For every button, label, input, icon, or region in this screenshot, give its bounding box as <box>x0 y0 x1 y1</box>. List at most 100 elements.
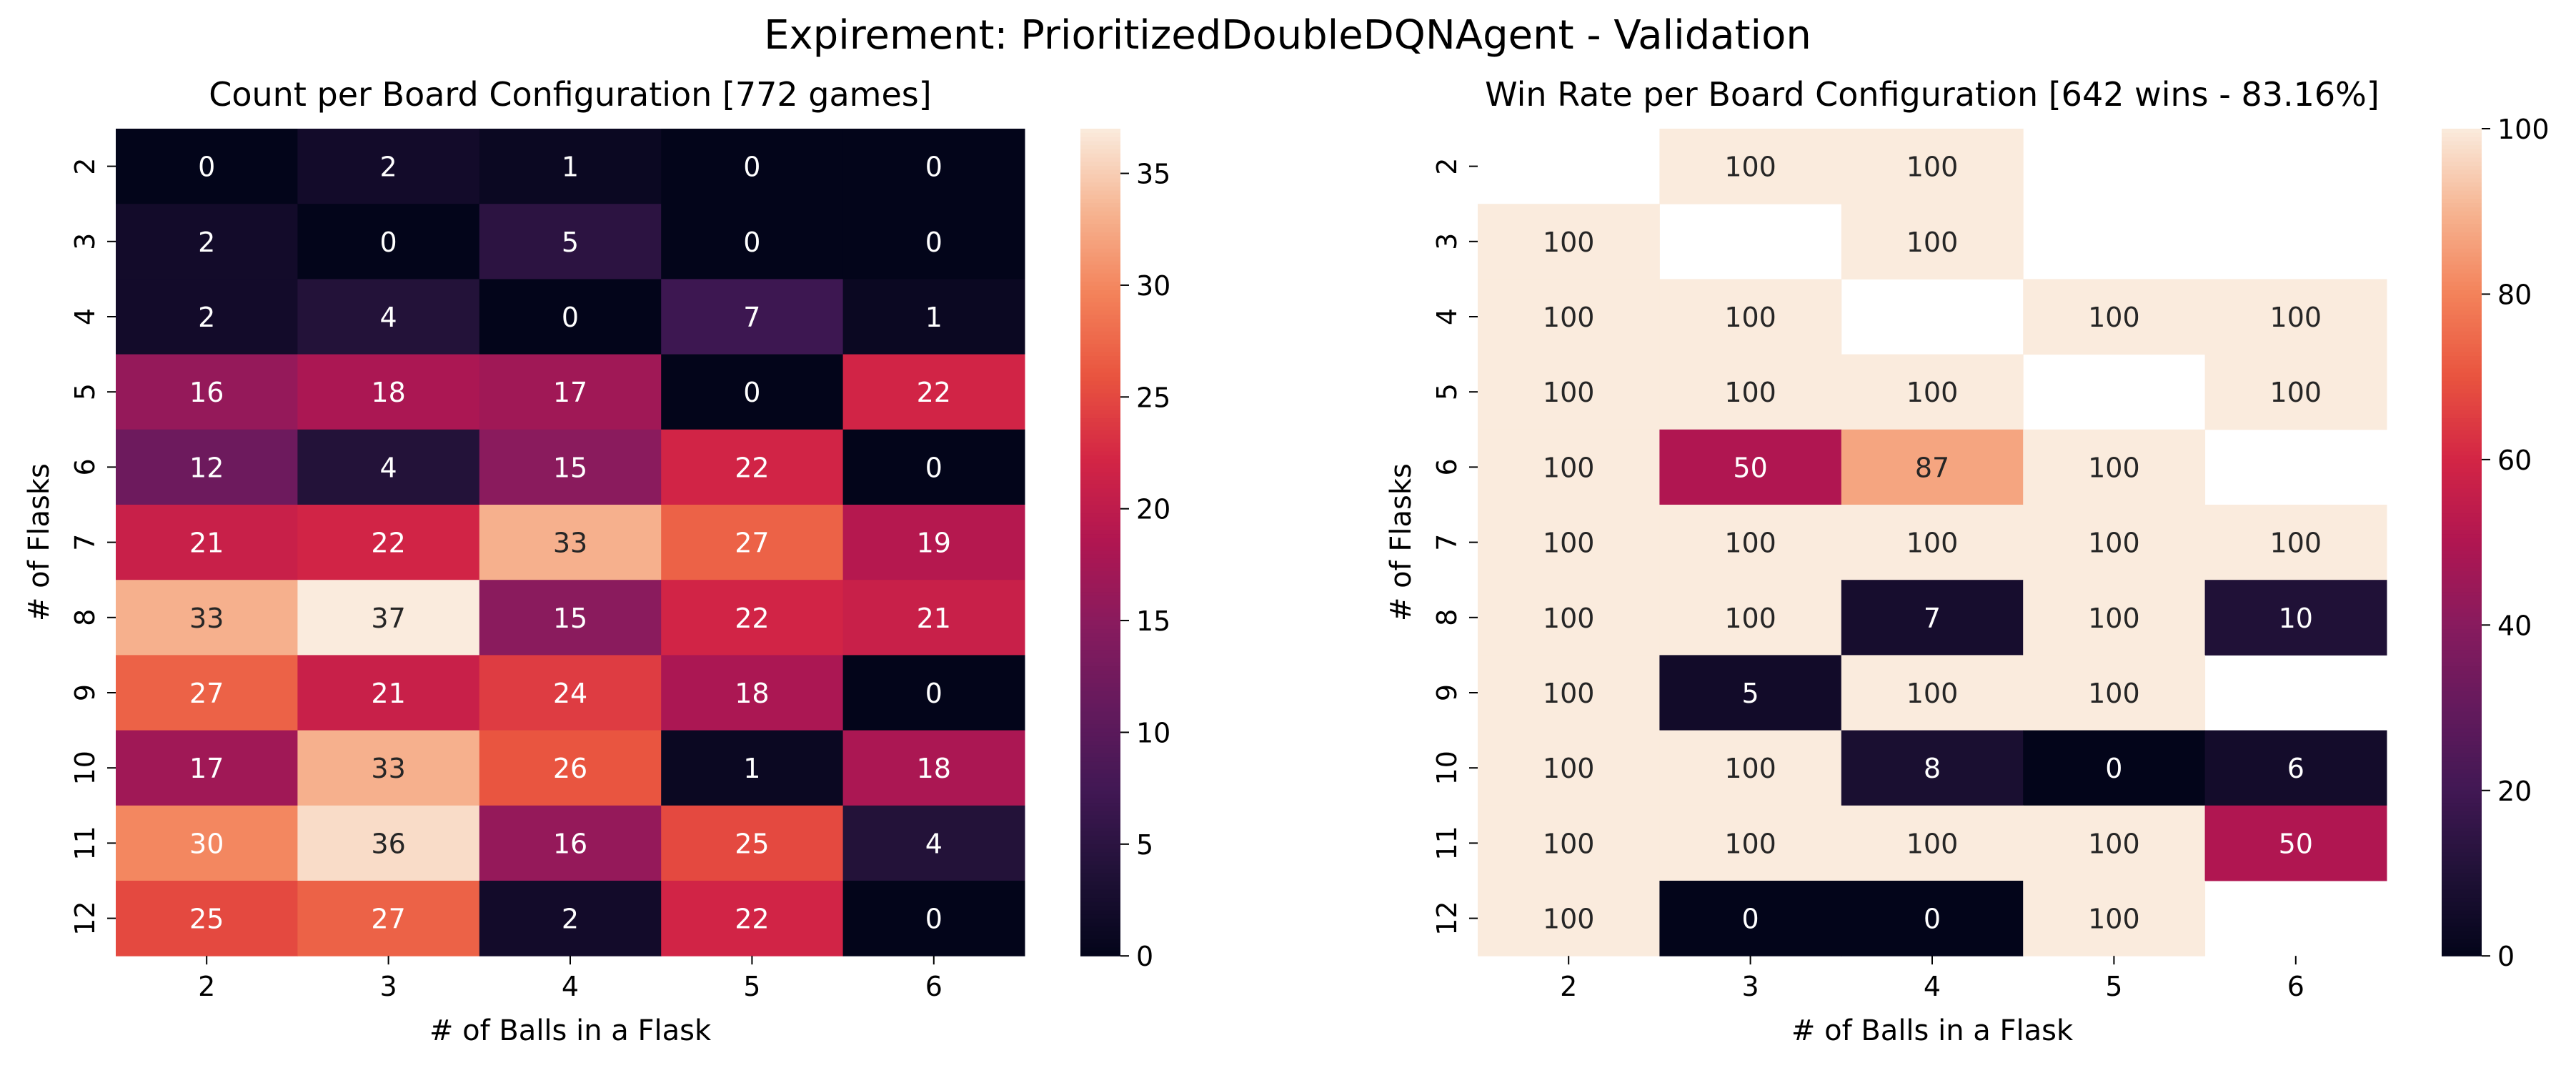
colorbar-segment <box>2442 782 2482 787</box>
colorbar-segment <box>1080 873 1120 878</box>
cell-value-label: 21 <box>371 678 405 709</box>
heatmap-cell <box>479 580 662 656</box>
cell-value-label: 5 <box>562 227 579 258</box>
colorbar-segment <box>1080 294 1120 299</box>
cell-value-label: 24 <box>553 678 587 709</box>
heatmap-cell <box>2023 805 2206 881</box>
heatmap-cell <box>479 204 662 280</box>
cell-value-label: 100 <box>1543 678 1595 709</box>
heatmap-cell <box>842 429 1025 505</box>
colorbar-tick-label: 20 <box>1136 494 1170 525</box>
colorbar-segment <box>1080 261 1120 266</box>
colorbar-segment <box>1080 782 1120 787</box>
cell-value-label: 100 <box>1724 152 1776 183</box>
colorbar-segment <box>1080 389 1120 394</box>
x-tick-label: 6 <box>2287 971 2304 1002</box>
colorbar-segment <box>1080 277 1120 282</box>
colorbar-segment <box>1080 616 1120 622</box>
heatmap-cell <box>2023 655 2206 731</box>
heatmap-cell <box>661 730 844 806</box>
colorbar-segment <box>2442 703 2482 708</box>
heatmap-cell <box>297 805 480 881</box>
colorbar-segment <box>2442 811 2482 816</box>
colorbar-segment <box>1080 302 1120 307</box>
heatmap-cell <box>116 129 298 204</box>
colorbar-segment <box>2442 653 2482 659</box>
cell-value-label: 100 <box>1906 678 1959 709</box>
heatmap-cell <box>842 805 1025 881</box>
colorbar-segment <box>2442 252 2482 257</box>
colorbar-segment <box>2442 141 2482 146</box>
colorbar-segment <box>1080 670 1120 676</box>
heatmap-cell <box>661 204 844 280</box>
heatmap-cell <box>297 129 480 204</box>
colorbar-segment <box>1080 496 1120 502</box>
heatmap-cell <box>661 655 844 731</box>
colorbar-segment <box>1080 889 1120 895</box>
colorbar-segment <box>1080 563 1120 568</box>
panel-title: Count per Board Configuration [772 games… <box>209 75 931 114</box>
cell-value-label: 100 <box>1543 753 1595 784</box>
cell-value-label: 17 <box>553 377 587 408</box>
colorbar-segment <box>1080 480 1120 485</box>
colorbar-segment <box>2442 914 2482 919</box>
cell-value-label: 16 <box>553 828 587 859</box>
cell-value-label: 100 <box>2088 904 2140 935</box>
colorbar-segment <box>1080 525 1120 530</box>
heatmap-cell <box>1659 805 1842 881</box>
colorbar-segment <box>1080 240 1120 245</box>
colorbar-segment <box>1080 741 1120 746</box>
cell-value-label: 12 <box>189 452 224 483</box>
colorbar-segment <box>2442 331 2482 336</box>
cell-value-label: 100 <box>1724 302 1776 333</box>
colorbar-segment <box>2442 691 2482 696</box>
colorbar-segment <box>2442 670 2482 676</box>
cell-value-label: 100 <box>1543 528 1595 559</box>
colorbar-segment <box>2442 145 2482 150</box>
heatmap-cell <box>297 204 480 280</box>
heatmap-cell <box>1478 580 1660 656</box>
cell-value-label: 0 <box>743 377 760 408</box>
colorbar-segment <box>1080 877 1120 882</box>
colorbar-segment <box>1080 811 1120 816</box>
cell-value-label: 87 <box>1915 452 1949 483</box>
colorbar-segment <box>1080 824 1120 829</box>
colorbar-segment <box>1080 169 1120 175</box>
colorbar-segment <box>2442 836 2482 841</box>
colorbar-segment <box>1080 476 1120 481</box>
colorbar-segment <box>2442 500 2482 506</box>
heatmap-cell <box>116 429 298 505</box>
heatmap-cell <box>116 655 298 731</box>
colorbar-segment <box>1080 840 1120 845</box>
cell-value-label: 0 <box>562 302 579 333</box>
colorbar-segment <box>2442 137 2482 142</box>
colorbar-segment <box>1080 708 1120 713</box>
colorbar-segment <box>1080 269 1120 275</box>
cell-value-label: 100 <box>2088 528 2140 559</box>
colorbar-segment <box>1080 252 1120 257</box>
cell-value-label: 4 <box>380 302 397 333</box>
colorbar-segment <box>2442 364 2482 370</box>
colorbar-segment <box>1080 786 1120 791</box>
cell-value-label: 100 <box>2088 678 2140 709</box>
colorbar-segment <box>1080 625 1120 630</box>
colorbar-segment <box>2442 187 2482 192</box>
colorbar-segment <box>1080 766 1120 771</box>
colorbar-segment <box>2442 240 2482 245</box>
colorbar-segment <box>2442 343 2482 349</box>
heatmap-cell <box>2204 580 2387 656</box>
cell-value-label: 100 <box>1543 302 1595 333</box>
colorbar-segment <box>1080 699 1120 704</box>
colorbar-segment <box>2442 451 2482 456</box>
colorbar-segment <box>2442 885 2482 891</box>
cell-value-label: 100 <box>2270 528 2322 559</box>
colorbar-segment <box>1080 678 1120 683</box>
heatmap-cell <box>1841 805 2024 881</box>
colorbar-segment <box>2442 538 2482 543</box>
colorbar-segment <box>2442 757 2482 762</box>
colorbar-segment <box>2442 203 2482 208</box>
colorbar-segment <box>2442 438 2482 444</box>
cell-value-label: 22 <box>735 452 769 483</box>
